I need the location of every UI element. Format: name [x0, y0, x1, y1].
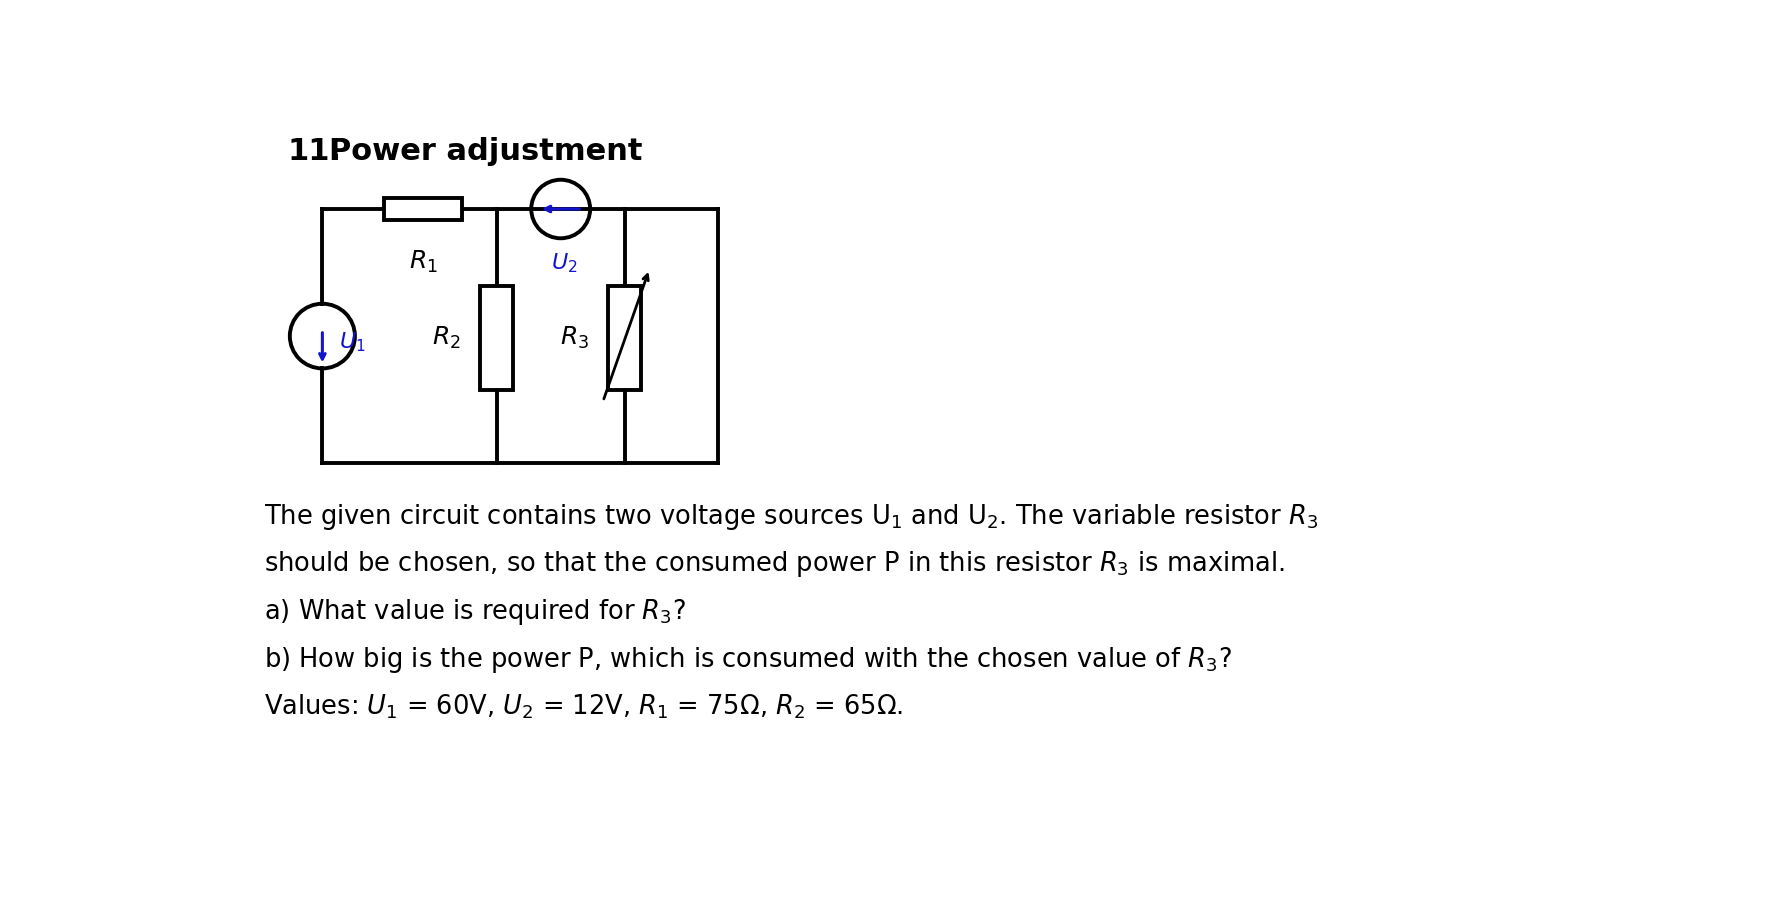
Text: Values: $U_1$ = 60V, $U_2$ = 12V, $R_1$ = 75$\Omega$, $R_2$ = 65$\Omega$.: Values: $U_1$ = 60V, $U_2$ = 12V, $R_1$ … [264, 693, 904, 721]
Text: a) What value is required for $R_3$?: a) What value is required for $R_3$? [264, 597, 686, 627]
Text: should be chosen, so that the consumed power P in this resistor $R_3$ is maximal: should be chosen, so that the consumed p… [264, 549, 1285, 579]
Text: $R_2$: $R_2$ [433, 324, 461, 351]
Text: $R_3$: $R_3$ [560, 324, 589, 351]
Text: $U_1$: $U_1$ [339, 331, 365, 354]
Text: b) How big is the power P, which is consumed with the chosen value of $R_3$?: b) How big is the power P, which is cons… [264, 645, 1232, 675]
Text: Power adjustment: Power adjustment [328, 137, 642, 166]
Text: $U_2$: $U_2$ [551, 251, 578, 275]
Text: $R_1$: $R_1$ [410, 249, 438, 275]
Bar [608, 286, 640, 390]
Text: 11.: 11. [287, 137, 342, 166]
Bar [480, 286, 512, 390]
Bar [385, 198, 463, 219]
Text: The given circuit contains two voltage sources U$_1$ and U$_2$. The variable res: The given circuit contains two voltage s… [264, 502, 1319, 532]
